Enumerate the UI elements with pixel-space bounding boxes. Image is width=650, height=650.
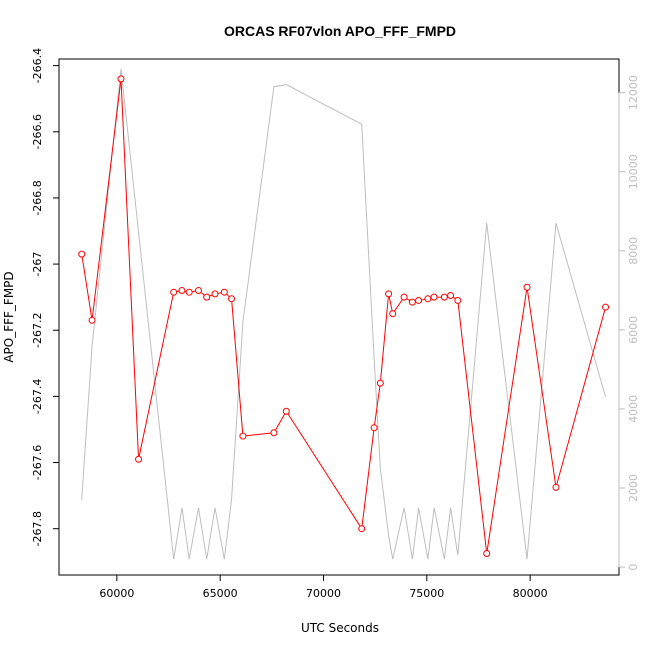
secondary-series-line (81, 68, 607, 560)
primary-series-segment (457, 300, 488, 554)
x-tick-label: 60000 (99, 587, 134, 600)
primary-series-segment (138, 292, 175, 460)
x-tick-label: 65000 (203, 587, 238, 600)
primary-series-point (385, 290, 393, 298)
y-axis-left: -267.8 -267.6 -267.4 -267.2 -267 -266.8 -266.6… (31, 48, 60, 546)
y-tick-label: -267.8 (31, 511, 44, 546)
y2-tick-label: 10000 (627, 154, 640, 189)
primary-series-point (400, 293, 408, 301)
primary-series-point (203, 293, 211, 301)
primary-series-point (483, 550, 491, 557)
y2-tick-label: 8000 (627, 237, 640, 265)
primary-series-point (415, 296, 423, 304)
y2-tick-label: 12000 (627, 75, 640, 110)
primary-series-segment (81, 254, 93, 321)
chart-title: ORCAS RF07vlon APO_FFF_FMPD (224, 23, 456, 39)
primary-series-layer (78, 75, 610, 557)
primary-series-segment (91, 78, 122, 321)
primary-series-point (270, 429, 278, 437)
primary-series-point (88, 316, 96, 324)
primary-series-segment (273, 411, 287, 434)
y-tick-label: -267 (31, 252, 44, 277)
x-tick-label: 75000 (409, 587, 444, 600)
primary-series-point (552, 483, 560, 491)
primary-series-segment (285, 410, 363, 529)
primary-series-point (376, 379, 384, 387)
y-tick-label: -267.2 (31, 312, 44, 347)
primary-series-point (424, 295, 432, 303)
y-tick-label: -266.4 (31, 48, 44, 83)
y-tick-label: -267.4 (31, 379, 44, 414)
primary-series-point (602, 303, 610, 311)
x-axis-label: UTC Seconds (301, 621, 379, 635)
primary-series-point (178, 287, 186, 295)
primary-series-segment (486, 287, 528, 554)
primary-series-point (220, 288, 228, 296)
primary-series-segment (373, 383, 381, 428)
x-tick-label: 70000 (306, 587, 341, 600)
primary-series-point (282, 407, 290, 415)
primary-series-point (440, 293, 448, 301)
primary-series-point (358, 525, 366, 533)
primary-series-point (408, 298, 416, 306)
x-axis: 60000 65000 70000 75000 80000 (99, 574, 548, 600)
y2-tick-label: 6000 (627, 316, 640, 344)
primary-series-point (447, 292, 455, 299)
primary-series-point (170, 288, 178, 296)
primary-series-segment (555, 306, 607, 488)
y-tick-label: -266.8 (31, 180, 44, 215)
primary-series-segment (242, 432, 274, 437)
primary-series-point (389, 310, 397, 318)
y2-tick-label: 2000 (627, 474, 640, 502)
y2-tick-label: 0 (627, 564, 640, 571)
y2-tick-label: 4000 (627, 395, 640, 423)
primary-series-point (370, 424, 378, 432)
primary-series-segment (120, 78, 140, 460)
primary-series-point (194, 287, 202, 295)
primary-series-point (135, 455, 143, 463)
x-tick-label: 80000 (513, 587, 548, 600)
primary-series-segment (361, 427, 375, 529)
y-axis-label: APO_FFF_FMPD (2, 271, 16, 362)
primary-series-point (239, 432, 247, 440)
primary-series-point (523, 283, 531, 291)
primary-series-point (78, 250, 86, 258)
primary-series-segment (231, 298, 244, 437)
primary-series-point (430, 293, 438, 301)
primary-series-segment (526, 287, 557, 488)
primary-series-point (185, 288, 193, 296)
y-tick-label: -267.6 (31, 445, 44, 480)
y-tick-label: -266.6 (31, 114, 44, 149)
primary-series-point (117, 75, 125, 83)
y-axis-right: 0 2000 4000 6000 8000 10000 12000 (618, 75, 640, 571)
primary-series-segment (379, 293, 390, 384)
primary-series-point (228, 295, 236, 303)
primary-series-point (454, 296, 462, 304)
primary-series-point (211, 290, 219, 298)
secondary-series-layer (81, 68, 607, 560)
